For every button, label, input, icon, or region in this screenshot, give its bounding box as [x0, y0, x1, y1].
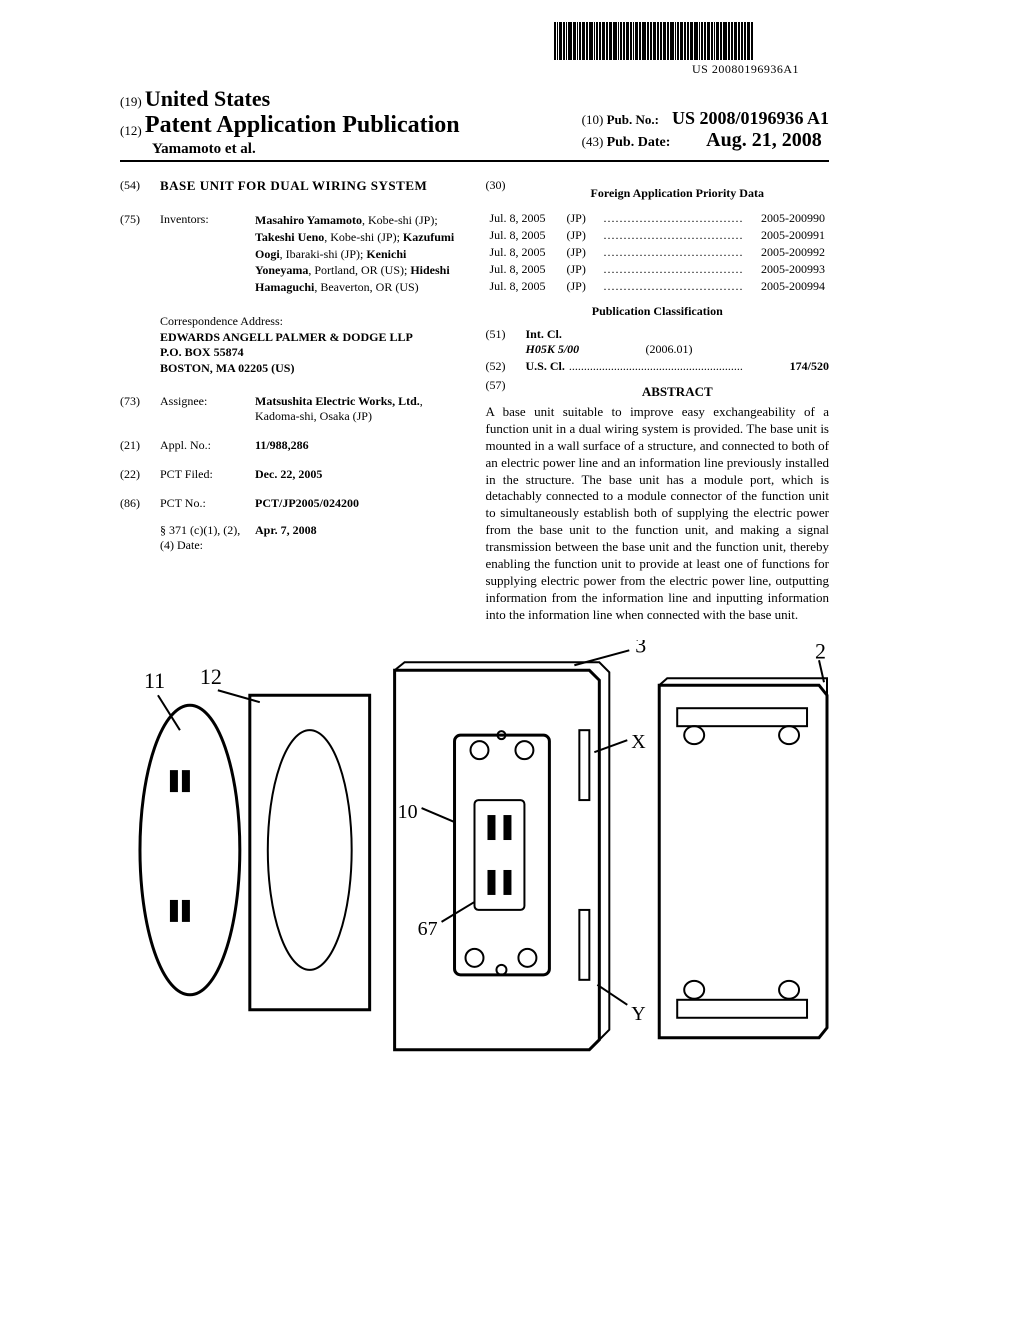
corr-line-1: P.O. BOX 55874 [160, 345, 464, 361]
corr-label: Correspondence Address: [160, 314, 464, 330]
body: (54) BASE UNIT FOR DUAL WIRING SYSTEM (7… [120, 178, 829, 624]
fig-label-2: 2 [815, 640, 826, 663]
s371-label: § 371 (c)(1), (2), (4) Date: [160, 523, 255, 553]
fig-label-12: 12 [200, 664, 222, 689]
priority-code: (30) [486, 178, 526, 209]
intcl-year: (2006.01) [646, 342, 693, 357]
priority-heading: Foreign Application Priority Data [526, 186, 830, 201]
pub-no: US 2008/0196936 A1 [672, 108, 829, 128]
s371-date: Apr. 7, 2008 [255, 523, 464, 538]
pct-no: PCT/JP2005/024200 [255, 496, 464, 511]
appl-no: 11/988,286 [255, 438, 464, 453]
pct-filed-label: PCT Filed: [160, 467, 255, 482]
intcl-class: H05K 5/00 [526, 342, 646, 357]
uscl-val: 174/520 [790, 359, 829, 374]
divider [120, 160, 829, 162]
pct-no-label: PCT No.: [160, 496, 255, 511]
intcl-code: (51) [486, 327, 526, 342]
patent-title: BASE UNIT FOR DUAL WIRING SYSTEM [160, 178, 427, 194]
abstract-text: A base unit suitable to improve easy exc… [486, 404, 830, 624]
pub-no-code: (10) [582, 112, 604, 127]
fig-label-10: 10 [398, 801, 418, 823]
intcl-label: Int. Cl. [526, 327, 562, 342]
corr-line-2: BOSTON, MA 02205 (US) [160, 361, 464, 377]
pct-filed-code: (22) [120, 467, 160, 482]
authors-line: Yamamoto et al. [152, 141, 460, 158]
assignee-val: Matsushita Electric Works, Ltd., Kadoma-… [255, 394, 464, 424]
pub-date-label: Pub. Date: [607, 135, 671, 150]
pct-no-code: (86) [120, 496, 160, 511]
header: (19) United States (12) Patent Applicati… [120, 86, 829, 158]
assignee-label: Assignee: [160, 394, 255, 409]
pub-type: Patent Application Publication [145, 112, 460, 138]
abstract-heading: ABSTRACT [526, 384, 830, 400]
fig-label-Y: Y [631, 1003, 645, 1025]
correspondence: Correspondence Address: EDWARDS ANGELL P… [160, 314, 464, 376]
uscl-label: U.S. Cl. [526, 359, 565, 374]
title-code: (54) [120, 178, 160, 193]
fig-label-67: 67 [418, 918, 438, 940]
abstract-code: (57) [486, 378, 526, 400]
country-code: (19) [120, 94, 142, 109]
pub-date: Aug. 21, 2008 [706, 129, 822, 151]
pub-no-label: Pub. No.: [607, 112, 659, 127]
pub-date-code: (43) [582, 134, 604, 149]
pub-type-code: (12) [120, 123, 142, 138]
figure: 11 12 10 67 3 X Y 2 [120, 640, 829, 1070]
fig-label-3: 3 [635, 640, 646, 657]
uscl-code: (52) [486, 359, 526, 374]
corr-line-0: EDWARDS ANGELL PALMER & DODGE LLP [160, 330, 464, 346]
left-column: (54) BASE UNIT FOR DUAL WIRING SYSTEM (7… [120, 178, 464, 624]
fig-label-11: 11 [144, 668, 165, 693]
inventors-label: Inventors: [160, 212, 255, 227]
barcode [554, 22, 829, 60]
appl-label: Appl. No.: [160, 438, 255, 453]
inventors-code: (75) [120, 212, 160, 227]
pct-filed: Dec. 22, 2005 [255, 467, 464, 482]
priority-table: Jul. 8, 2005(JP)........................… [486, 209, 830, 296]
right-column: (30) Foreign Application Priority Data J… [486, 178, 830, 624]
country-name: United States [145, 86, 270, 111]
fig-label-X: X [631, 731, 646, 753]
pub-class-heading: Publication Classification [486, 304, 830, 319]
appl-code: (21) [120, 438, 160, 453]
assignee-code: (73) [120, 394, 160, 409]
figure-svg: 11 12 10 67 3 X Y 2 [120, 640, 829, 1070]
inventors-list: Masahiro Yamamoto, Kobe-shi (JP); Takesh… [255, 212, 464, 296]
barcode-text: US 20080196936A1 [692, 62, 799, 77]
